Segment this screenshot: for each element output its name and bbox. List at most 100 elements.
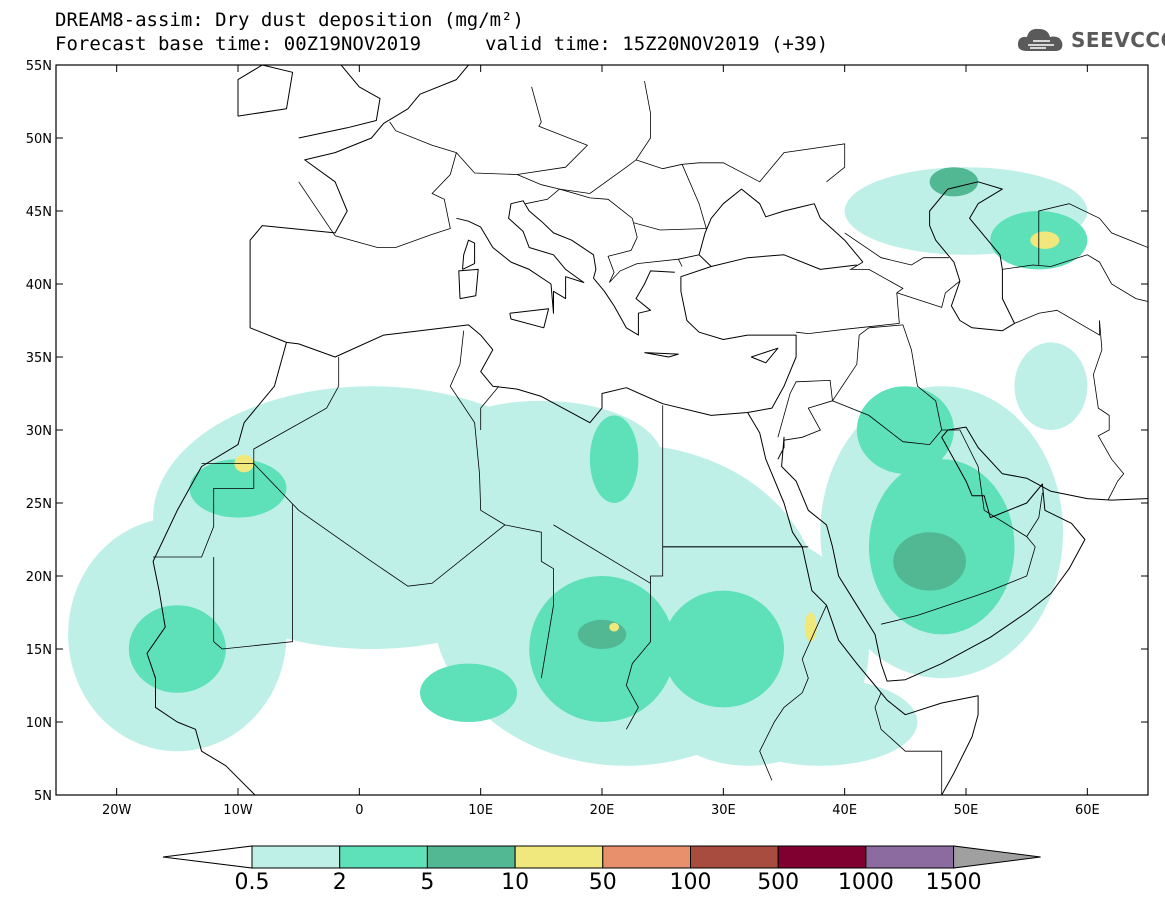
country-border — [633, 143, 846, 231]
country-border — [796, 261, 904, 335]
colorbar-box — [339, 845, 428, 869]
dust-area — [420, 663, 518, 722]
colorbar-label: 500 — [757, 870, 799, 895]
dust-area — [856, 386, 954, 474]
lon-tick-label: 60E — [1075, 803, 1100, 818]
colorbar-box — [251, 845, 341, 869]
dust-area — [929, 167, 979, 197]
colorbar-box — [426, 845, 516, 869]
lon-tick-label: 20W — [102, 803, 132, 818]
coastline — [249, 65, 469, 343]
coastline — [146, 342, 287, 795]
colorbar-label: 5 — [420, 870, 434, 895]
lon-tick-label: 30E — [711, 803, 736, 818]
lat-tick-label: 50N — [26, 132, 52, 147]
colorbar-under-arrow — [162, 845, 253, 869]
country-border — [213, 504, 294, 650]
lon-tick-label: 0 — [355, 803, 363, 818]
colorbar-box — [777, 845, 867, 869]
cloud-icon — [1017, 28, 1063, 51]
map-title: DREAM8-assim: Dry dust deposition (mg/m²… — [55, 9, 524, 31]
country-border — [881, 509, 1036, 625]
colorbar-label: 0.5 — [235, 870, 270, 895]
country-border — [1026, 492, 1043, 537]
coastline — [286, 254, 857, 424]
lat-tick-label: 10N — [26, 716, 52, 731]
valid-time: valid time: 15Z20NOV2019 (+39) — [485, 33, 829, 55]
colorbar-box — [865, 845, 955, 869]
country-border — [253, 357, 340, 464]
coastline — [462, 239, 476, 270]
lat-tick-label: 35N — [26, 351, 52, 366]
country-border — [525, 188, 683, 283]
dust-area — [804, 612, 817, 642]
coastline — [644, 352, 679, 358]
dust-area — [1014, 342, 1088, 431]
country-border — [553, 405, 664, 585]
dust-area — [128, 605, 226, 693]
coastline — [777, 426, 1148, 682]
country-border — [480, 385, 500, 430]
dust-area — [893, 532, 966, 591]
country-border — [635, 159, 683, 170]
country-border — [759, 605, 827, 781]
colorbar: 0.5 2 5 10 50 100 500 1000 1500 — [162, 845, 1041, 895]
country-border — [449, 330, 506, 526]
lat-tick-label: 25N — [26, 497, 52, 512]
colorbar-box — [690, 845, 779, 869]
country-border — [896, 280, 961, 308]
lat-tick-label: 20N — [26, 570, 52, 585]
forecast-base-time: Forecast base time: 00Z19NOV2019 — [55, 33, 422, 55]
colorbar-box — [514, 845, 604, 869]
colorbar-label: 2 — [333, 870, 347, 895]
seevccc-logo: SEEVCCC — [1015, 24, 1165, 56]
lat-tick-label: 40N — [26, 278, 52, 293]
dust-area — [662, 590, 784, 708]
latitude-axis: 55N 50N 45N 40N 35N 30N 25N 20N 15N 10N 5N — [26, 59, 1148, 804]
country-border — [1038, 203, 1148, 265]
coastline — [751, 347, 779, 364]
coastline — [458, 268, 479, 300]
country-border — [1092, 320, 1125, 501]
coastline — [298, 65, 381, 139]
logo-text: SEEVCCC — [1071, 28, 1165, 52]
dust-area — [577, 619, 627, 650]
country-border — [625, 583, 651, 730]
country-border — [298, 121, 457, 248]
dust-deposition-field — [68, 167, 1088, 766]
colorbar-label: 1000 — [838, 870, 894, 895]
coastline — [509, 308, 550, 329]
country-border — [678, 254, 700, 260]
lon-tick-label: 10W — [223, 803, 253, 818]
lat-tick-label: 30N — [26, 424, 52, 439]
dust-area — [723, 678, 918, 766]
lat-tick-label: 55N — [26, 59, 52, 74]
country-border — [844, 232, 949, 266]
colorbar-label: 1500 — [926, 870, 982, 895]
dust-area — [609, 622, 619, 632]
country-borders — [153, 81, 1148, 795]
dust-area — [589, 415, 639, 504]
coastline — [747, 412, 979, 795]
lat-tick-label: 5N — [34, 789, 52, 804]
colorbar-label: 100 — [670, 870, 712, 895]
lon-tick-label: 40E — [832, 803, 857, 818]
colorbar-box — [602, 845, 691, 869]
country-border — [516, 81, 651, 194]
lon-tick-label: 20E — [590, 803, 615, 818]
colorbar-label: 10 — [501, 870, 529, 895]
country-border — [1014, 309, 1100, 336]
coastline — [237, 65, 294, 117]
lon-tick-label: 50E — [954, 803, 979, 818]
lon-tick-label: 10E — [468, 803, 493, 818]
longitude-axis: 20W 10W 0 10E 20E 30E 40E 50E 60E — [102, 65, 1100, 818]
coastlines — [146, 65, 1148, 795]
dust-area — [1030, 231, 1060, 249]
country-border — [831, 324, 943, 446]
coastline — [456, 200, 675, 336]
colorbar-over-arrow — [953, 845, 1041, 869]
country-border — [1002, 254, 1148, 302]
lat-tick-label: 45N — [26, 205, 52, 220]
country-border — [777, 379, 833, 441]
